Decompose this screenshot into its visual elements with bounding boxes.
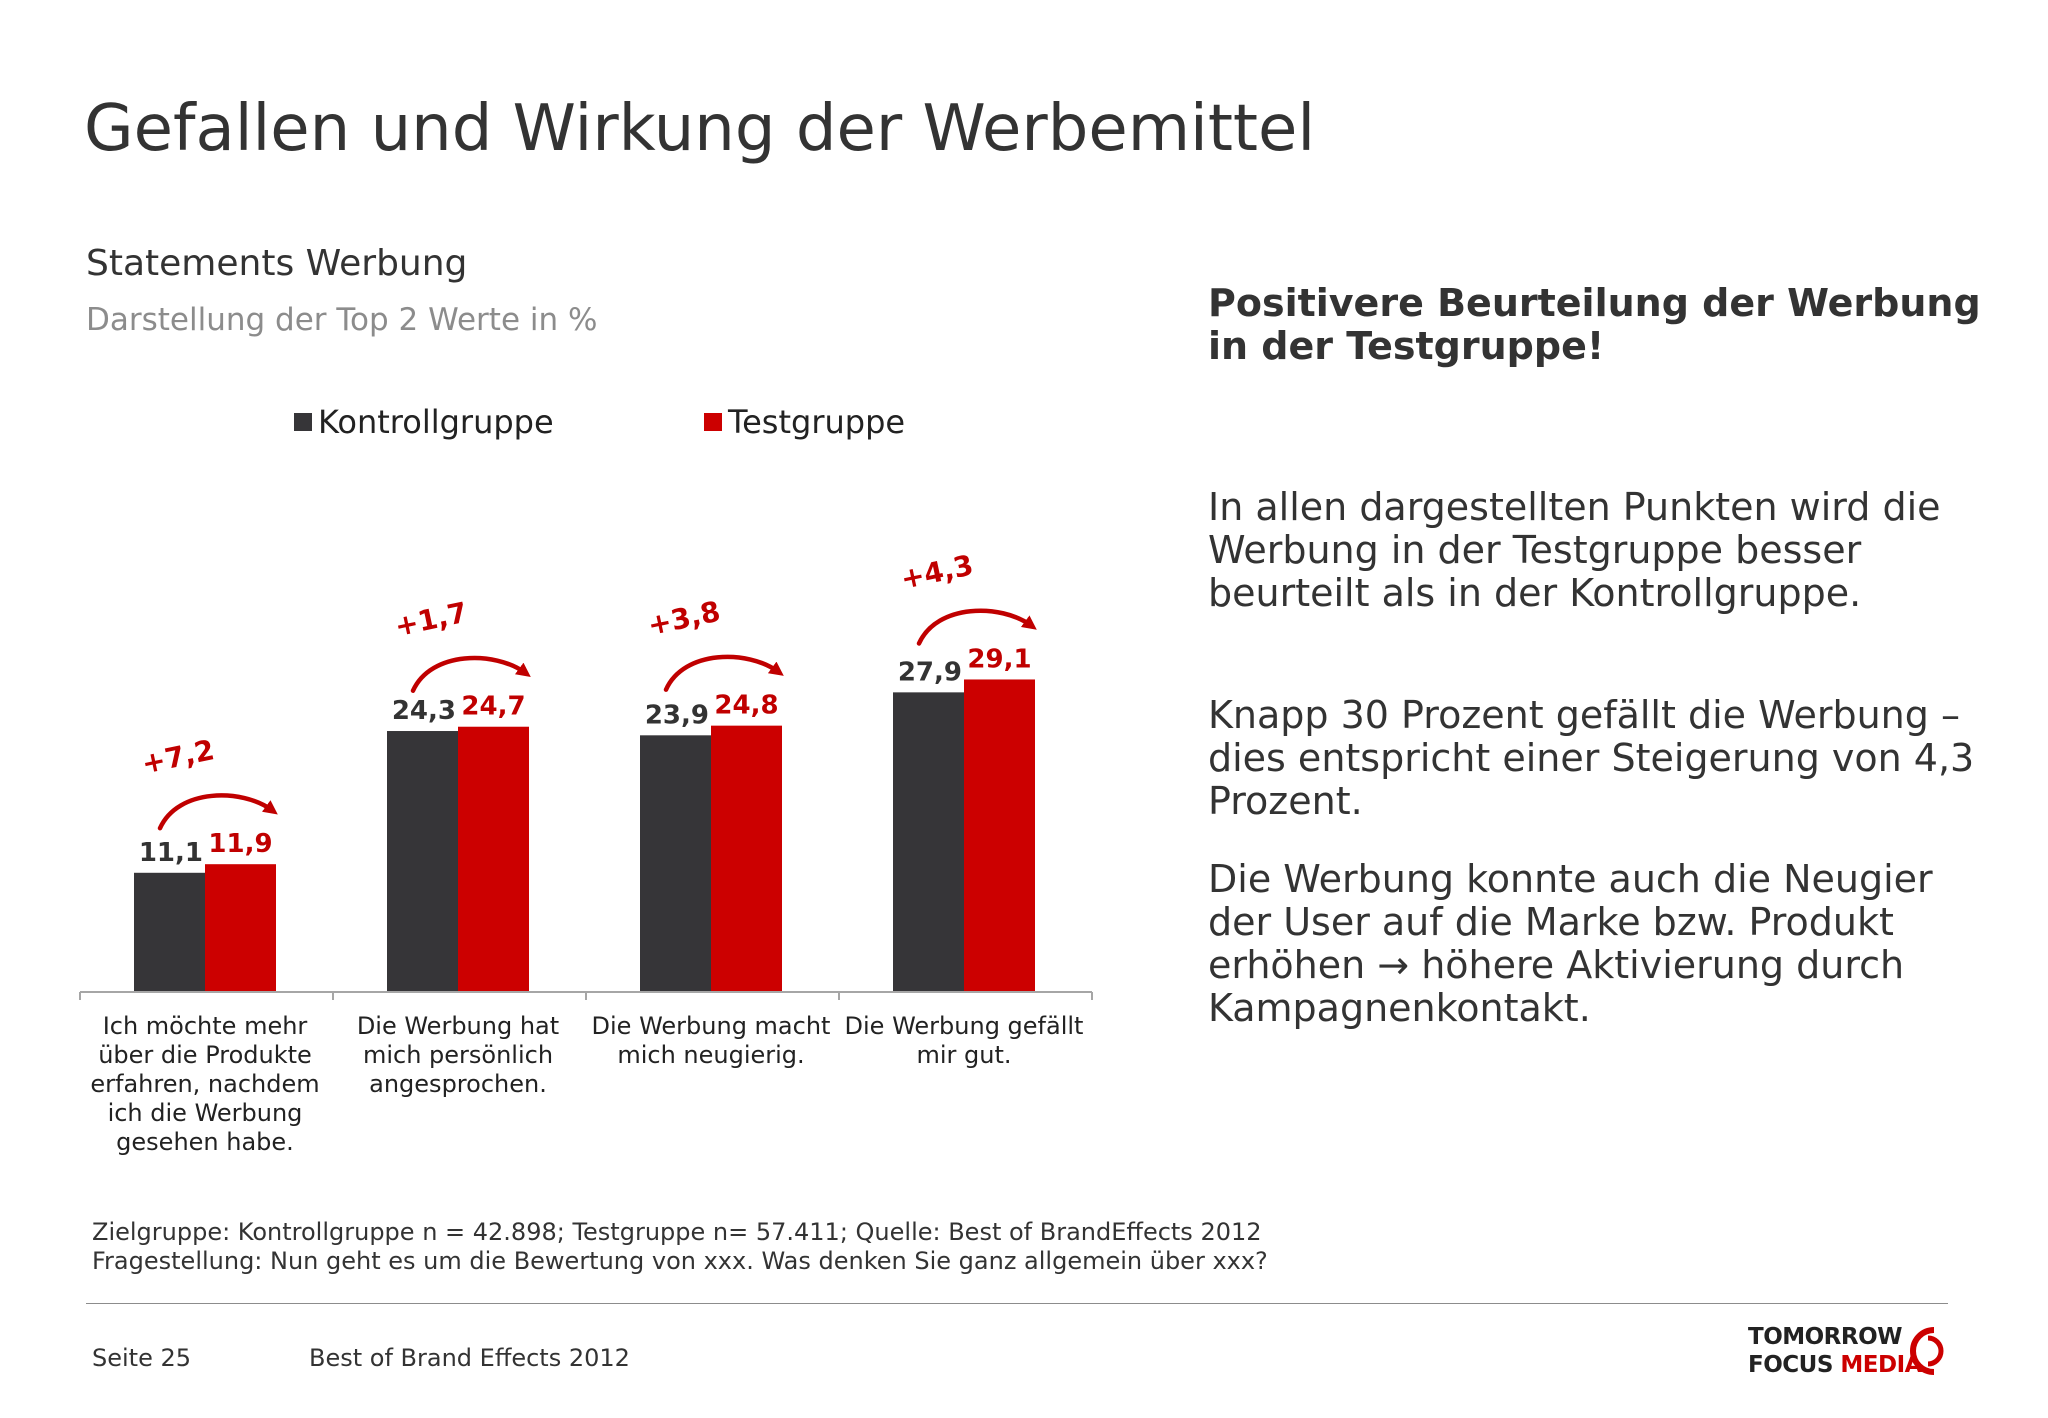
- bar-kontrollgruppe-3: [640, 735, 711, 992]
- value-label-kontrollgruppe-2: 24,3: [392, 696, 456, 726]
- legend-label-kontrollgruppe: Kontrollgruppe: [318, 403, 554, 441]
- chart-subtitle: Statements Werbung: [86, 243, 468, 284]
- category-label-line: über die Produkte: [98, 1041, 312, 1069]
- category-label-line: mir gut.: [916, 1041, 1012, 1069]
- value-label-testgruppe-2: 24,7: [461, 692, 525, 722]
- paragraph-1: In allen dargestellten Punkten wird die …: [1208, 485, 1941, 615]
- category-label-line: gesehen habe.: [116, 1128, 294, 1156]
- delta-arrow-icon-2: [410, 655, 531, 693]
- legend-testgruppe: Testgruppe: [704, 400, 905, 444]
- footer-divider: [86, 1303, 1948, 1304]
- category-label-line: Die Werbung macht: [591, 1012, 831, 1040]
- category-label-line: Die Werbung hat: [356, 1012, 560, 1040]
- category-label-4: Die Werbung gefällt mir gut.: [841, 1012, 1087, 1070]
- value-label-testgruppe-1: 11,9: [208, 829, 272, 859]
- category-label-line: ich die Werbung: [107, 1099, 303, 1127]
- page-title: Gefallen und Wirkung der Werbemittel: [84, 92, 1316, 166]
- value-label-testgruppe-4: 29,1: [967, 644, 1031, 674]
- footer-doc-title: Best of Brand Effects 2012: [309, 1344, 630, 1372]
- value-label-testgruppe-3: 24,8: [714, 691, 778, 721]
- logo-line1: TOMORROW: [1748, 1324, 1903, 1350]
- delta-label-2: +1,7: [392, 596, 470, 643]
- chart-unit-note: Darstellung der Top 2 Werte in %: [86, 302, 598, 338]
- legend-swatch-kontrollgruppe: [294, 413, 312, 431]
- value-label-kontrollgruppe-4: 27,9: [898, 657, 962, 687]
- delta-arrow-icon-1: [157, 793, 278, 831]
- paragraph-2: Knapp 30 Prozent gefällt die Werbung – d…: [1208, 693, 1975, 823]
- bar-testgruppe-4: [964, 679, 1035, 992]
- paragraph-3: Die Werbung konnte auch die Neugier der …: [1208, 857, 1933, 1030]
- category-label-line: Die Werbung gefällt: [844, 1012, 1084, 1040]
- category-label-1: Ich möchte mehr über die Produkte erfahren…: [82, 1012, 328, 1157]
- value-label-kontrollgruppe-1: 11,1: [139, 838, 203, 868]
- delta-label-4: +4,3: [898, 548, 976, 595]
- category-label-line: Ich möchte mehr: [102, 1012, 308, 1040]
- delta-arrow-icon-3: [663, 654, 784, 692]
- bar-testgruppe-3: [711, 725, 782, 992]
- category-label-line: mich neugierig.: [617, 1041, 805, 1069]
- footnote-target-group: Zielgruppe: Kontrollgruppe n = 42.898; T…: [92, 1218, 1262, 1246]
- bar-kontrollgruppe-4: [893, 692, 964, 992]
- bar-testgruppe-2: [458, 726, 529, 992]
- page-number: Seite 25: [92, 1344, 192, 1372]
- category-label-line: angesprochen.: [369, 1070, 547, 1098]
- bar-chart: 11,1 11,9 24,3 24,7 23,9 24,8 27,9 29,1 +7,2 +1,…: [79, 548, 1093, 1000]
- legend-swatch-testgruppe: [704, 413, 722, 431]
- category-label-3: Die Werbung macht mich neugierig.: [588, 1012, 834, 1070]
- footnote-question: Fragestellung: Nun geht es um die Bewert…: [92, 1247, 1268, 1275]
- logo-line2: FOCUS MEDIA: [1748, 1352, 1922, 1378]
- bar-kontrollgruppe-1: [134, 872, 205, 992]
- value-label-kontrollgruppe-3: 23,9: [645, 700, 709, 730]
- legend-label-testgruppe: Testgruppe: [728, 403, 906, 441]
- delta-label-3: +3,8: [645, 595, 723, 642]
- legend-kontrollgruppe: Kontrollgruppe: [294, 400, 554, 444]
- delta-arrow-icon-4: [916, 608, 1037, 646]
- category-label-2: Die Werbung hat mich persönlich angesproch…: [335, 1012, 581, 1099]
- bar-kontrollgruppe-2: [387, 731, 458, 992]
- logo-mark-icon: [1910, 1327, 1944, 1375]
- category-label-line: mich persönlich: [362, 1041, 554, 1069]
- company-logo: TOMORROW FOCUS MEDIA: [1748, 1324, 1958, 1380]
- headline: Positivere Beurteilung der Werbung in de…: [1208, 281, 1981, 368]
- category-label-line: erfahren, nachdem: [90, 1070, 320, 1098]
- delta-label-1: +7,2: [139, 733, 217, 780]
- bar-testgruppe-1: [205, 864, 276, 992]
